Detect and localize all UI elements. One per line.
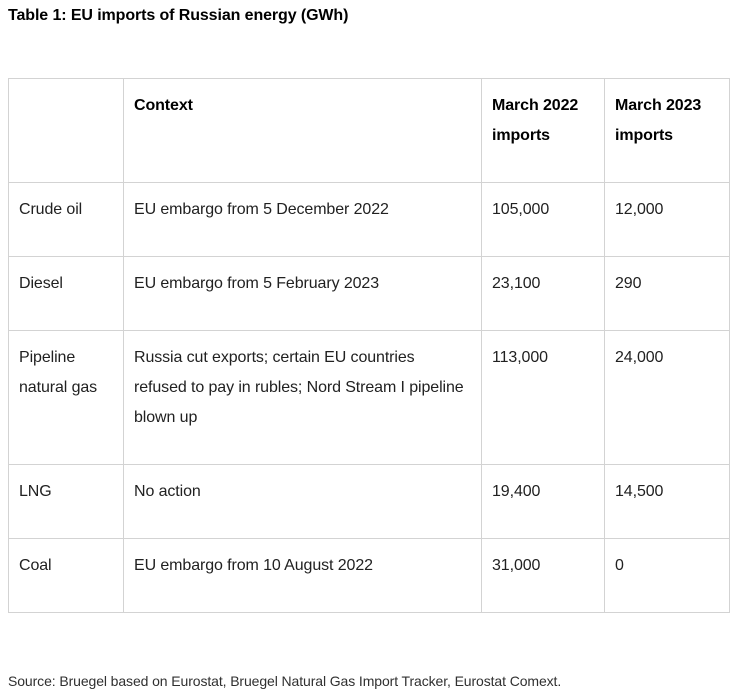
header-context: Context	[123, 78, 482, 183]
march-2022-value-cell: 113,000	[481, 330, 605, 465]
context-cell: EU embargo from 10 August 2022	[123, 538, 482, 613]
header-commodity-empty-cell	[8, 78, 124, 183]
table-row-crude-oil: Crude oil EU embargo from 5 December 202…	[8, 182, 730, 257]
table-row-diesel: Diesel EU embargo from 5 February 2023 2…	[8, 256, 730, 331]
march-2022-value-cell: 19,400	[481, 464, 605, 539]
table-row-pipeline-natural-gas: Pipeline natural gas Russia cut exports;…	[8, 330, 730, 465]
context-cell: No action	[123, 464, 482, 539]
march-2022-value-cell: 105,000	[481, 182, 605, 257]
commodity-cell: Coal	[8, 538, 124, 613]
table-row-coal: Coal EU embargo from 10 August 2022 31,0…	[8, 538, 730, 613]
context-cell: EU embargo from 5 February 2023	[123, 256, 482, 331]
context-cell: EU embargo from 5 December 2022	[123, 182, 482, 257]
commodity-cell: LNG	[8, 464, 124, 539]
table-title: Table 1: EU imports of Russian energy (G…	[8, 7, 349, 24]
march-2022-value-cell: 31,000	[481, 538, 605, 613]
march-2023-value-cell: 0	[604, 538, 730, 613]
source-note: Source: Bruegel based on Eurostat, Brueg…	[8, 673, 562, 689]
commodity-cell: Diesel	[8, 256, 124, 331]
march-2023-value-cell: 12,000	[604, 182, 730, 257]
march-2023-value-cell: 14,500	[604, 464, 730, 539]
march-2023-value-cell: 290	[604, 256, 730, 331]
context-cell: Russia cut exports; certain EU countries…	[123, 330, 482, 465]
table-header-row: Context March 2022 imports March 2023 im…	[8, 78, 730, 183]
march-2022-value-cell: 23,100	[481, 256, 605, 331]
commodity-cell: Crude oil	[8, 182, 124, 257]
header-march-2023-imports: March 2023 imports	[604, 78, 730, 183]
energy-imports-table: Context March 2022 imports March 2023 im…	[8, 78, 730, 613]
table-row-lng: LNG No action 19,400 14,500	[8, 464, 730, 539]
header-march-2022-imports: March 2022 imports	[481, 78, 605, 183]
commodity-cell: Pipeline natural gas	[8, 330, 124, 465]
march-2023-value-cell: 24,000	[604, 330, 730, 465]
